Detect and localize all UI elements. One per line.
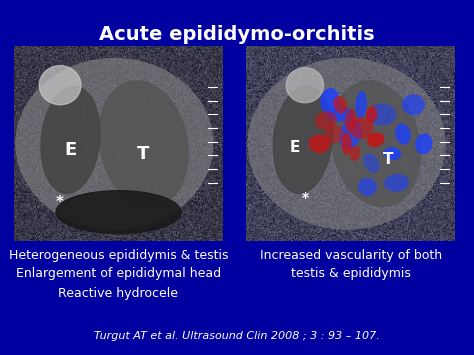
Text: E: E	[289, 140, 300, 155]
Ellipse shape	[384, 174, 409, 192]
Ellipse shape	[15, 58, 213, 230]
Ellipse shape	[333, 96, 347, 114]
Ellipse shape	[415, 133, 432, 154]
Text: Increased vascularity of both
testis & epididymis: Increased vascularity of both testis & e…	[260, 248, 442, 280]
Ellipse shape	[99, 81, 188, 207]
Ellipse shape	[349, 146, 360, 162]
Ellipse shape	[273, 86, 332, 193]
Ellipse shape	[342, 133, 352, 155]
Ellipse shape	[309, 134, 330, 153]
Text: Heterogeneous epididymis & testis
Enlargement of epididymal head
Reactive hydroc: Heterogeneous epididymis & testis Enlarg…	[9, 248, 228, 300]
Circle shape	[39, 66, 81, 105]
Circle shape	[286, 67, 324, 103]
Ellipse shape	[364, 154, 380, 173]
Text: *: *	[56, 195, 64, 210]
Ellipse shape	[325, 125, 344, 143]
Ellipse shape	[355, 91, 367, 118]
Ellipse shape	[384, 147, 401, 160]
Text: E: E	[64, 141, 77, 159]
Ellipse shape	[339, 119, 362, 149]
Ellipse shape	[395, 124, 411, 144]
Ellipse shape	[366, 106, 377, 123]
Text: *: *	[301, 191, 309, 206]
Ellipse shape	[349, 117, 373, 139]
Ellipse shape	[331, 81, 420, 207]
Text: Acute epididymo-orchitis: Acute epididymo-orchitis	[99, 25, 375, 44]
Ellipse shape	[320, 88, 339, 114]
Ellipse shape	[345, 109, 356, 132]
Ellipse shape	[327, 107, 354, 122]
Ellipse shape	[368, 103, 396, 126]
Ellipse shape	[367, 132, 384, 147]
Ellipse shape	[56, 191, 181, 234]
Text: T: T	[137, 144, 150, 163]
Ellipse shape	[402, 94, 425, 115]
Ellipse shape	[247, 58, 446, 230]
Ellipse shape	[315, 111, 337, 130]
Ellipse shape	[41, 86, 100, 193]
Text: T: T	[383, 152, 393, 167]
Ellipse shape	[358, 178, 377, 196]
Text: Turgut AT et al. Ultrasound Clin 2008 ; 3 : 93 – 107.: Turgut AT et al. Ultrasound Clin 2008 ; …	[94, 331, 380, 341]
